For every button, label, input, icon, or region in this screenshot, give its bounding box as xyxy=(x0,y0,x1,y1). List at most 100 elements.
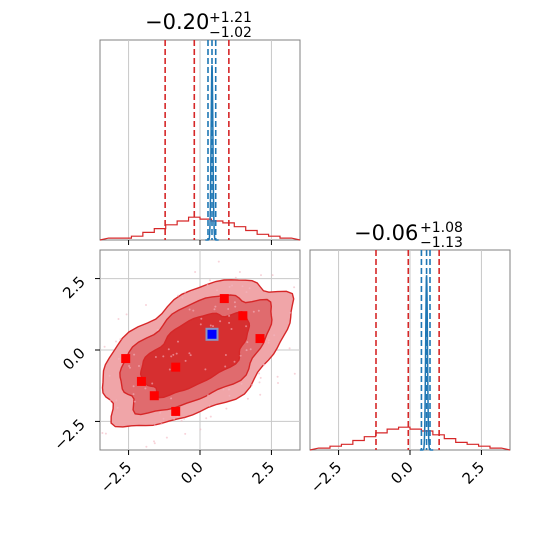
red-marker xyxy=(171,406,181,416)
sample-point xyxy=(108,374,111,377)
sample-point xyxy=(245,349,248,352)
sample-point xyxy=(245,291,248,294)
sample-point xyxy=(183,417,186,420)
quantile-lines xyxy=(164,40,230,240)
grid-lines xyxy=(338,250,482,450)
y-tick-label: −2.5 xyxy=(50,416,88,454)
title-minus: −1.13 xyxy=(420,235,463,251)
blue-marker xyxy=(207,329,217,339)
sample-point xyxy=(101,432,104,434)
sample-point xyxy=(240,382,243,385)
sample-point xyxy=(233,301,236,304)
sample-point xyxy=(162,355,165,358)
x-tick-label: 0.0 xyxy=(177,458,207,488)
sample-point xyxy=(175,352,178,355)
sample-point xyxy=(132,393,135,396)
sample-point xyxy=(129,366,131,369)
sample-point xyxy=(227,308,230,310)
sample-point xyxy=(263,363,265,366)
sample-point xyxy=(170,355,173,358)
sample-point xyxy=(228,314,231,317)
sample-point xyxy=(104,432,107,435)
red-marker xyxy=(219,294,229,304)
sample-point xyxy=(214,305,217,308)
sample-point xyxy=(246,341,249,344)
sample-point xyxy=(293,372,296,375)
sample-point xyxy=(239,354,242,357)
sample-point xyxy=(289,311,292,314)
sample-point xyxy=(230,328,233,330)
sample-point xyxy=(249,348,252,351)
sample-point xyxy=(207,394,209,397)
sample-point xyxy=(259,376,262,379)
sample-point xyxy=(184,432,187,435)
y-tick-label: 0.0 xyxy=(59,344,89,374)
sample-point xyxy=(246,397,249,400)
red-histogram xyxy=(309,426,511,451)
sample-point xyxy=(245,325,248,328)
x-tick-label: −2.5 xyxy=(307,458,345,496)
sample-point xyxy=(117,318,120,320)
sample-point xyxy=(206,283,209,286)
sample-point xyxy=(133,353,136,356)
red-marker xyxy=(255,334,265,344)
x-tick-label: 2.5 xyxy=(459,458,489,488)
sample-point xyxy=(188,308,191,311)
sample-point xyxy=(238,271,241,273)
sample-point xyxy=(194,271,197,273)
sample-point xyxy=(228,321,231,324)
marginal-panel-param-2: −2.5 0.0 2.5 xyxy=(307,249,511,497)
sample-point xyxy=(225,407,228,410)
sample-point xyxy=(267,341,270,344)
y-tick-label: 2.5 xyxy=(59,273,89,303)
sample-point xyxy=(115,340,117,343)
sample-point xyxy=(271,274,274,277)
sample-point xyxy=(177,340,179,343)
sample-point xyxy=(228,388,231,391)
title-param-2: −0.06 +1.08 −1.13 xyxy=(354,220,463,251)
red-marker xyxy=(136,376,146,386)
sample-point xyxy=(180,419,183,422)
sample-point xyxy=(208,279,211,282)
sample-point xyxy=(273,334,276,337)
sample-point xyxy=(133,400,136,403)
sample-point xyxy=(199,428,202,431)
sample-point xyxy=(276,375,279,378)
grid-lines xyxy=(128,40,272,240)
sample-point xyxy=(199,323,202,326)
x-tick-label: 2.5 xyxy=(249,458,279,488)
sample-point xyxy=(219,320,222,323)
sample-point xyxy=(138,365,140,367)
sample-point xyxy=(154,356,157,358)
sample-point xyxy=(288,347,291,350)
sample-point xyxy=(168,368,171,371)
sample-point xyxy=(145,304,147,306)
sample-point xyxy=(213,308,216,311)
sample-point xyxy=(222,388,225,391)
sample-point xyxy=(188,352,191,355)
sample-point xyxy=(159,411,162,414)
red-histogram xyxy=(99,216,301,241)
sample-point xyxy=(116,406,119,409)
y-ticks: −2.5 0.0 2.5 xyxy=(50,273,100,454)
sample-point xyxy=(109,399,112,402)
sample-point xyxy=(119,338,122,341)
sample-point xyxy=(177,294,180,297)
sample-point xyxy=(160,422,163,425)
red-marker xyxy=(171,362,181,372)
sample-point xyxy=(162,417,165,420)
sample-point xyxy=(277,382,279,384)
x-ticks: −2.5 0.0 2.5 xyxy=(307,450,488,497)
x-ticks xyxy=(128,240,272,245)
sample-point xyxy=(205,417,208,420)
sample-point xyxy=(259,393,262,396)
sample-point xyxy=(189,354,192,357)
x-ticks: −2.5 0.0 2.5 xyxy=(97,450,278,497)
title-minus: −1.02 xyxy=(209,25,252,41)
sample-point xyxy=(183,291,186,294)
red-histogram-step xyxy=(309,426,511,451)
sample-point xyxy=(257,309,260,312)
sample-point xyxy=(153,424,156,427)
sample-point xyxy=(170,397,173,400)
